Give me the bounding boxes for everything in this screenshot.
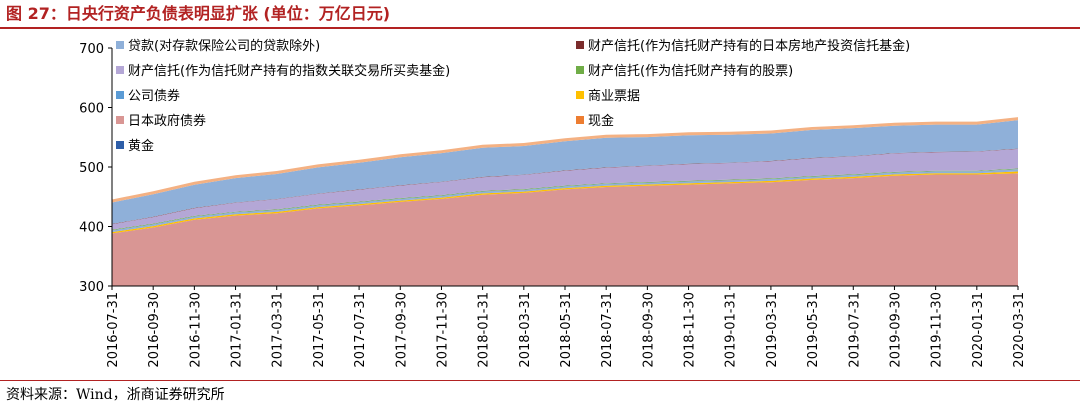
legend-label: 财产信托(作为信托财产持有的日本房地产投资信托基金) [588,38,910,54]
x-tick-label: 2017-09-30 [394,292,409,368]
legend-swatch [576,41,584,49]
y-tick-label: 600 [79,102,104,117]
legend-label: 现金 [588,113,614,129]
legend-label: 财产信托(作为信托财产持有的指数关联交易所买卖基金) [128,63,450,79]
legend-swatch [116,141,124,149]
area-series-5 [112,148,1018,230]
legend-swatch [116,116,124,124]
legend-swatch [576,116,584,124]
legend-label: 贷款(对存款保险公司的贷款除外) [128,38,320,54]
legend-label: 公司债券 [128,88,180,104]
x-tick-label: 2016-07-31 [106,292,121,368]
x-tick-label: 2017-05-31 [312,292,327,368]
x-tick-label: 2019-01-31 [724,292,739,368]
x-tick-label: 2019-07-31 [847,292,862,368]
x-tick-label: 2018-11-30 [683,292,698,368]
legend-label: 财产信托(作为信托财产持有的股票) [588,63,793,79]
x-tick-label: 2020-03-31 [1012,292,1027,368]
x-tick-label: 2017-11-30 [435,292,450,368]
area-series-1 [112,173,1018,286]
y-axis-ticks: 300 400 500 600 700 [79,42,112,295]
chart-legend: 贷款(对存款保险公司的贷款除外) 财产信托(作为信托财产持有的日本房地产投资信托基… [116,38,910,154]
x-tick-label: 2018-05-31 [559,292,574,368]
area-series-7 [112,120,1018,224]
legend-swatch [116,41,124,49]
y-tick-label: 500 [79,161,104,176]
legend-label: 黄金 [128,138,154,154]
legend-swatch [116,91,124,99]
x-tick-label: 2019-03-31 [765,292,780,368]
x-tick-label: 2016-11-30 [188,292,203,368]
figure-title: 图 27：日央行资产负债表明显扩张 (单位：万亿日元) [6,4,391,23]
x-tick-label: 2019-09-30 [888,292,903,368]
legend-label: 日本政府债券 [128,113,206,129]
source-divider [0,380,1080,381]
x-tick-label: 2019-05-31 [806,292,821,368]
legend-swatch [576,66,584,74]
y-tick-label: 400 [79,221,104,236]
legend-swatch [576,91,584,99]
x-tick-label: 2018-09-30 [641,292,656,368]
y-tick-label: 700 [79,42,104,57]
x-tick-label: 2017-01-31 [230,292,245,368]
legend-swatch [116,66,124,74]
x-tick-label: 2018-01-31 [477,292,492,368]
source-note: 资料来源：Wind，浙商证券研究所 [6,387,225,403]
x-tick-label: 2016-09-30 [147,292,162,368]
x-axis-ticks: 2016-07-31 2016-09-30 2016-11-30 2017-01-31… [106,286,1027,368]
y-tick-label: 300 [79,280,104,295]
title-divider [0,27,1080,29]
x-tick-label: 2020-01-31 [971,292,986,368]
x-tick-label: 2019-11-30 [930,292,945,368]
area-layers [112,117,1018,286]
x-tick-label: 2018-07-31 [600,292,615,368]
x-tick-label: 2017-03-31 [271,292,286,368]
x-tick-label: 2018-03-31 [518,292,533,368]
x-tick-label: 2017-07-31 [353,292,368,368]
legend-label: 商业票据 [588,89,640,104]
